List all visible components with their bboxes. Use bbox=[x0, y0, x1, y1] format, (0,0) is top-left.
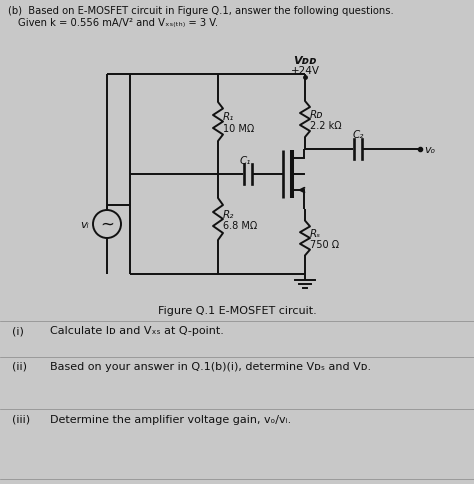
Text: R₁: R₁ bbox=[223, 112, 234, 122]
Text: Figure Q.1 E-MOSFET circuit.: Figure Q.1 E-MOSFET circuit. bbox=[158, 305, 316, 316]
Text: (iii): (iii) bbox=[12, 414, 30, 424]
Text: vₒ: vₒ bbox=[424, 145, 435, 155]
Text: Calculate Iᴅ and Vₓₛ at Q-point.: Calculate Iᴅ and Vₓₛ at Q-point. bbox=[50, 325, 224, 335]
Text: 2.2 kΩ: 2.2 kΩ bbox=[310, 121, 342, 131]
Text: R₂: R₂ bbox=[223, 210, 234, 220]
Text: Determine the amplifier voltage gain, vₒ/vᵢ.: Determine the amplifier voltage gain, vₒ… bbox=[50, 414, 291, 424]
Text: Rₛ: Rₛ bbox=[310, 228, 321, 239]
Text: +24V: +24V bbox=[291, 66, 319, 76]
Text: (i): (i) bbox=[12, 325, 24, 335]
Text: (b)  Based on E-MOSFET circuit in Figure Q.1, answer the following questions.: (b) Based on E-MOSFET circuit in Figure … bbox=[8, 6, 394, 16]
Text: Vᴅᴅ: Vᴅᴅ bbox=[293, 56, 317, 66]
Text: vᵢ: vᵢ bbox=[81, 220, 89, 229]
Text: Rᴅ: Rᴅ bbox=[310, 110, 323, 120]
Text: Based on your answer in Q.1(b)(i), determine Vᴅₛ and Vᴅ.: Based on your answer in Q.1(b)(i), deter… bbox=[50, 361, 371, 371]
Text: 750 Ω: 750 Ω bbox=[310, 240, 339, 249]
Text: ~: ~ bbox=[100, 215, 114, 233]
Text: C₁: C₁ bbox=[239, 156, 251, 166]
Text: 10 MΩ: 10 MΩ bbox=[223, 123, 254, 133]
Text: C₂: C₂ bbox=[352, 130, 364, 140]
Text: 6.8 MΩ: 6.8 MΩ bbox=[223, 221, 257, 230]
Text: Given k = 0.556 mA/V² and Vₓₛ₍ₜₕ₎ = 3 V.: Given k = 0.556 mA/V² and Vₓₛ₍ₜₕ₎ = 3 V. bbox=[18, 18, 218, 28]
Text: (ii): (ii) bbox=[12, 361, 27, 371]
